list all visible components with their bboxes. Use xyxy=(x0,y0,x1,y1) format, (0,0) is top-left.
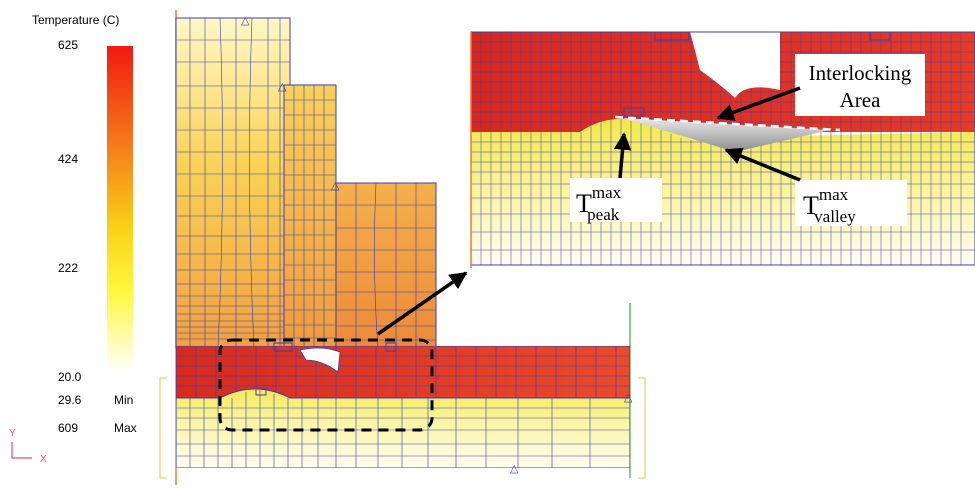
right-block-mesh xyxy=(336,183,436,348)
middle-punch-body xyxy=(283,84,337,349)
fem-mesh-model: △ △ △ △ △ xyxy=(159,10,646,485)
legend-colorbar xyxy=(107,46,133,372)
right-block-marker: △ xyxy=(331,180,340,192)
axis-x-label: X xyxy=(40,454,47,465)
legend-tick-625: 625 xyxy=(58,38,78,52)
zoom-link-arrow xyxy=(377,271,468,336)
legend-max-value: 609 xyxy=(58,421,78,435)
zoom-label-mask-peak xyxy=(570,178,662,222)
axis-triad-lines xyxy=(11,442,32,459)
interlock-arrow xyxy=(716,86,801,121)
tall-punch-mesh-vertical xyxy=(189,18,281,348)
legend-min-value: 29.6 xyxy=(58,393,82,407)
contact-marker-2 xyxy=(273,342,293,352)
zoom-lower-sheet xyxy=(471,118,975,265)
zoom-label-mask-interlock xyxy=(795,54,925,116)
legend-max-label: Max xyxy=(114,421,137,435)
view-bracket-left xyxy=(159,377,167,479)
interlock-highlight-box xyxy=(218,338,434,432)
interlocking-dashed-boundary xyxy=(614,115,841,132)
legend-tick-222: 222 xyxy=(58,261,78,275)
tall-punch-marker: △ xyxy=(241,15,250,27)
contact-marker-3 xyxy=(385,342,397,352)
zoom-cut-gap xyxy=(690,32,780,98)
interlocking-label-line1: Interlocking xyxy=(809,61,912,85)
peak-arrow xyxy=(613,132,632,179)
zoom-inset: Interlocking Area Tmax peak Tmax valley xyxy=(470,31,975,268)
view-bracket-right xyxy=(638,377,646,479)
interlocking-area xyxy=(622,118,830,152)
interlocking-label-line2: Area xyxy=(840,88,881,112)
middle-punch-mesh xyxy=(284,85,336,348)
tall-punch-mesh-horizontal xyxy=(176,39,290,340)
middle-punch-marker: △ xyxy=(278,81,287,93)
valley-arrow xyxy=(724,147,801,182)
legend-min-label: Min xyxy=(114,393,133,407)
legend-tick-20: 20.0 xyxy=(58,370,82,384)
legend-tick-424: 424 xyxy=(58,152,78,166)
zoom-contact-marker-3 xyxy=(869,32,891,41)
right-block-body xyxy=(335,182,437,349)
axis-triad: Y X xyxy=(9,428,47,465)
axis-y-label: Y xyxy=(9,428,16,439)
upper-sheet-mesh xyxy=(176,346,630,398)
zoom-contact-marker-1 xyxy=(623,107,645,117)
shear-cut-gap xyxy=(299,347,341,373)
plate-marker-right: △ xyxy=(624,392,633,404)
legend-title: Temperature (C) xyxy=(32,13,119,27)
contact-marker-1 xyxy=(255,388,267,396)
zoom-contact-marker-2 xyxy=(654,32,690,41)
plate-marker-bottom: △ xyxy=(510,463,519,475)
zoom-label-mask-valley xyxy=(795,180,907,226)
t-peak-label: Tmax peak xyxy=(576,183,622,224)
temperature-legend: Temperature (C) 625 424 222 20.0 29.6 Mi… xyxy=(32,13,137,435)
t-valley-label: Tmax valley xyxy=(803,185,856,226)
tall-punch-body xyxy=(175,17,291,349)
